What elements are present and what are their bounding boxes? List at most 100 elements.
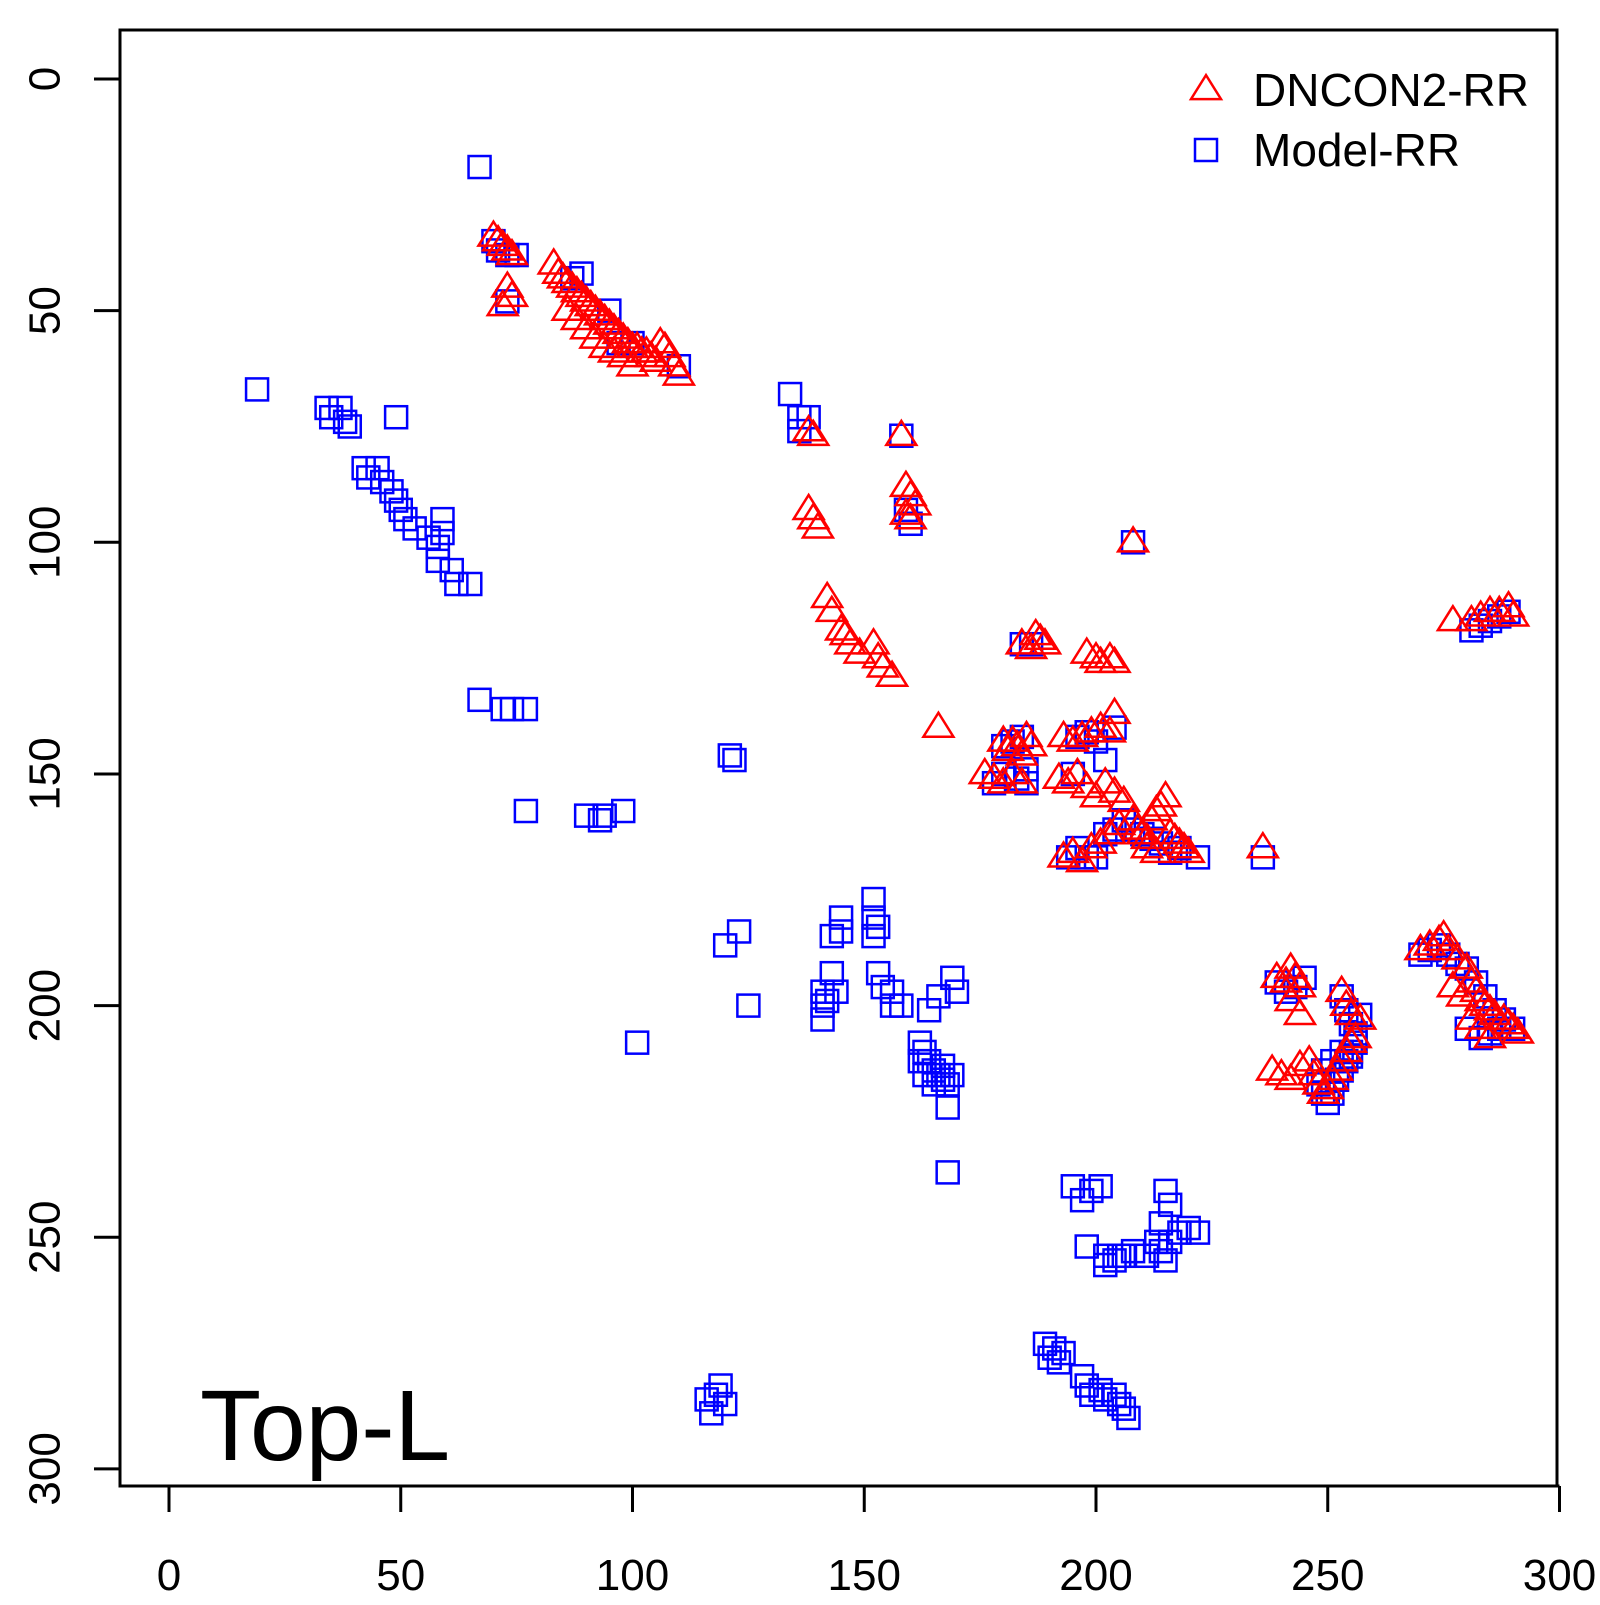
point-dncon2-rr bbox=[1115, 525, 1151, 553]
x-tick-label: 150 bbox=[828, 1551, 901, 1600]
point-model-rr bbox=[991, 761, 1016, 787]
point-model-rr bbox=[1046, 1350, 1072, 1375]
point-model-rr bbox=[1037, 1345, 1062, 1370]
point-model-rr bbox=[1176, 1215, 1201, 1241]
point-model-rr bbox=[365, 455, 390, 481]
point-dncon2-rr bbox=[1166, 830, 1202, 859]
point-model-rr bbox=[439, 557, 464, 583]
point-model-rr bbox=[356, 465, 381, 490]
point-model-rr bbox=[337, 414, 363, 439]
point-dncon2-rr bbox=[638, 344, 673, 372]
point-model-rr bbox=[1032, 1331, 1058, 1357]
point-model-rr bbox=[379, 479, 404, 504]
point-dncon2-rr bbox=[1472, 1020, 1508, 1049]
point-model-rr bbox=[926, 984, 951, 1009]
point-dncon2-rr bbox=[1097, 696, 1132, 725]
x-tick-label: 50 bbox=[376, 1551, 425, 1600]
point-dncon2-rr bbox=[1273, 983, 1308, 1012]
point-model-rr bbox=[907, 1030, 933, 1055]
point-model-rr bbox=[369, 469, 395, 495]
point-model-rr bbox=[1102, 1382, 1127, 1408]
point-dncon2-rr bbox=[1444, 979, 1480, 1007]
point-dncon2-rr bbox=[596, 335, 632, 363]
point-model-rr bbox=[1167, 1220, 1192, 1245]
y-tick-label: 150 bbox=[21, 737, 70, 810]
point-model-rr bbox=[332, 409, 358, 435]
point-model-rr bbox=[1088, 1377, 1113, 1403]
point-model-rr bbox=[819, 923, 845, 949]
point-dncon2-rr bbox=[1338, 1020, 1373, 1049]
series-model-rr bbox=[244, 154, 1526, 1431]
point-model-rr bbox=[383, 404, 409, 430]
point-dncon2-rr bbox=[1138, 793, 1174, 822]
point-model-rr bbox=[861, 923, 886, 949]
y-tick-label: 200 bbox=[21, 969, 70, 1042]
point-model-rr bbox=[1153, 1248, 1178, 1273]
point-model-rr bbox=[425, 548, 451, 574]
point-model-rr bbox=[592, 803, 617, 828]
point-dncon2-rr bbox=[1449, 951, 1485, 979]
legend: DNCON2-RR Model-RR bbox=[1188, 64, 1529, 176]
point-dncon2-rr bbox=[1282, 1048, 1318, 1077]
point-model-rr bbox=[1148, 1211, 1174, 1236]
point-model-rr bbox=[610, 798, 636, 824]
point-dncon2-rr bbox=[1013, 631, 1049, 660]
point-dncon2-rr bbox=[1495, 599, 1531, 627]
point-model-rr bbox=[1153, 1178, 1178, 1204]
plot-frame bbox=[118, 28, 1559, 1488]
point-model-rr bbox=[736, 993, 761, 1018]
point-model-rr bbox=[912, 1062, 937, 1088]
legend-label: Model-RR bbox=[1253, 124, 1460, 176]
point-dncon2-rr bbox=[1426, 918, 1461, 947]
point-dncon2-rr bbox=[800, 511, 836, 539]
point-dncon2-rr bbox=[1254, 1053, 1290, 1081]
point-model-rr bbox=[935, 1160, 960, 1185]
point-dncon2-rr bbox=[1004, 738, 1040, 766]
point-dncon2-rr bbox=[1004, 765, 1040, 794]
point-dncon2-rr bbox=[856, 626, 891, 655]
point-dncon2-rr bbox=[1259, 960, 1295, 989]
point-model-rr bbox=[244, 377, 270, 402]
point-model-rr bbox=[513, 696, 539, 722]
point-model-rr bbox=[810, 993, 835, 1018]
point-model-rr bbox=[425, 534, 451, 560]
point-model-rr bbox=[1042, 1336, 1067, 1361]
markers bbox=[244, 154, 1536, 1431]
point-model-rr bbox=[940, 965, 965, 991]
point-model-rr bbox=[810, 979, 835, 1004]
point-dncon2-rr bbox=[610, 325, 646, 354]
point-dncon2-rr bbox=[888, 497, 924, 525]
point-model-rr bbox=[1157, 1192, 1183, 1218]
point-dncon2-rr bbox=[1027, 626, 1063, 655]
point-model-rr bbox=[490, 696, 515, 722]
point-model-rr bbox=[935, 1095, 960, 1120]
y-tick-label: 0 bbox=[21, 67, 70, 91]
point-model-rr bbox=[1093, 747, 1118, 773]
point-model-rr bbox=[458, 571, 483, 597]
point-model-rr bbox=[777, 381, 803, 407]
point-model-rr bbox=[318, 404, 344, 430]
point-model-rr bbox=[1093, 1252, 1118, 1278]
point-dncon2-rr bbox=[1046, 840, 1081, 868]
point-model-rr bbox=[889, 423, 914, 448]
point-model-rr bbox=[824, 979, 849, 1004]
point-model-rr bbox=[717, 743, 743, 768]
point-model-rr bbox=[1111, 1243, 1137, 1269]
point-model-rr bbox=[1111, 1396, 1137, 1421]
point-dncon2-rr bbox=[1055, 724, 1091, 752]
point-model-rr bbox=[467, 687, 492, 713]
point-dncon2-rr bbox=[490, 233, 525, 261]
x-tick-label: 0 bbox=[157, 1551, 181, 1600]
point-dncon2-rr bbox=[1092, 640, 1128, 669]
point-dncon2-rr bbox=[1264, 1057, 1299, 1086]
point-dncon2-rr bbox=[893, 501, 928, 530]
point-model-rr bbox=[694, 1387, 719, 1412]
point-model-rr bbox=[1074, 1234, 1099, 1259]
point-model-rr bbox=[328, 395, 353, 421]
point-model-rr bbox=[430, 506, 455, 532]
point-model-rr bbox=[819, 960, 845, 986]
point-model-rr bbox=[861, 886, 886, 912]
point-model-rr bbox=[430, 520, 455, 546]
point-model-rr bbox=[930, 1053, 956, 1079]
